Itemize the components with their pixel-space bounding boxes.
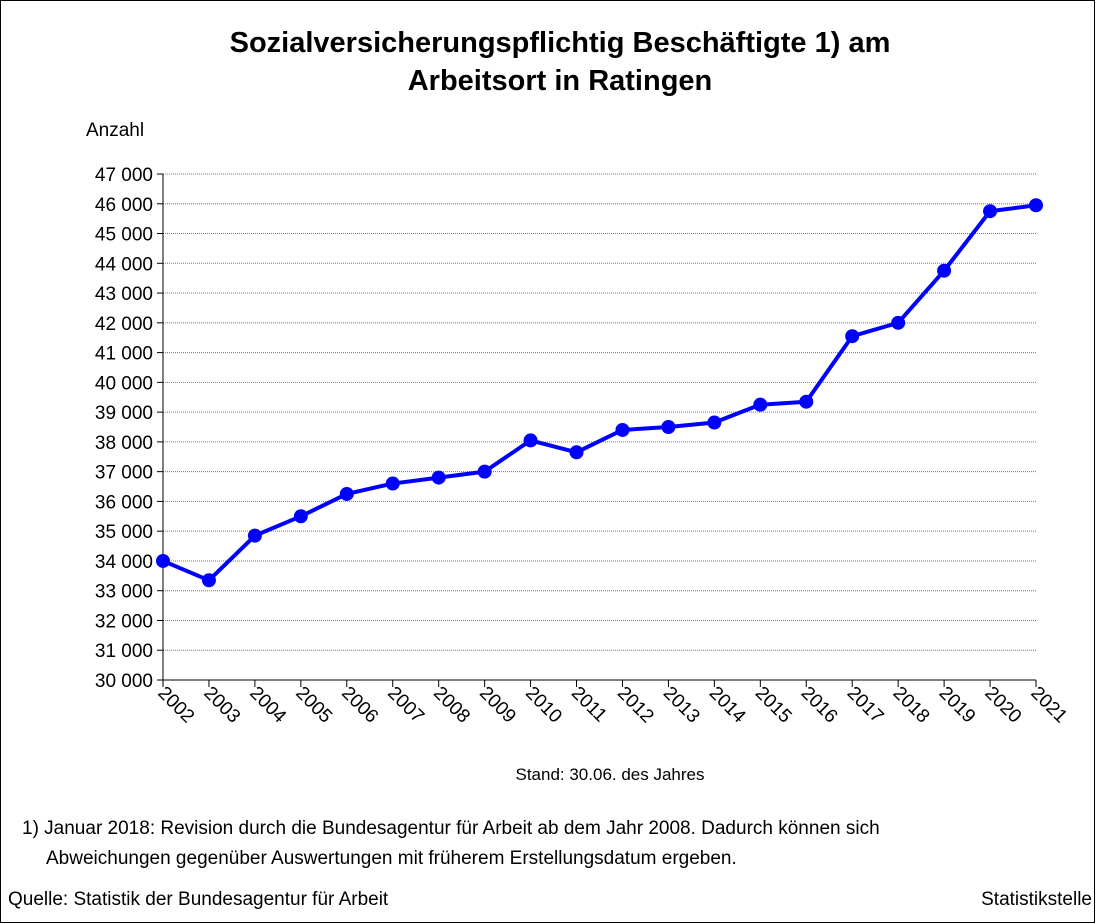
data-point: [707, 415, 722, 430]
y-tick-label: 32 000: [95, 611, 153, 632]
data-point: [385, 476, 400, 491]
y-tick-label: 44 000: [95, 254, 153, 275]
data-point: [293, 509, 308, 524]
data-point: [569, 445, 584, 460]
y-tick-label: 37 000: [95, 463, 153, 484]
y-axis-label: Anzahl: [86, 120, 144, 141]
data-point: [156, 553, 170, 568]
footnote: Abweichungen gegenüber Auswertungen mit …: [46, 848, 737, 869]
data-point: [1029, 198, 1043, 213]
y-tick-label: 42 000: [95, 314, 153, 335]
y-tick-label: 40 000: [95, 373, 153, 394]
y-tick-label: 43 000: [95, 284, 153, 305]
data-point: [431, 470, 446, 485]
data-point: [247, 528, 262, 543]
y-tick-label: 30 000: [95, 671, 153, 692]
data-point: [845, 329, 860, 344]
data-point: [339, 486, 354, 501]
data-point: [983, 204, 998, 219]
y-tick-label: 41 000: [95, 344, 153, 365]
publisher: Statistikstelle: [981, 889, 1092, 910]
data-point: [523, 433, 538, 448]
y-tick-label: 33 000: [95, 582, 153, 603]
note: Stand: 30.06. des Jahres: [515, 765, 704, 784]
data-point: [477, 464, 492, 479]
y-tick-label: 47 000: [95, 165, 153, 186]
chart-title: Arbeitsort in Ratingen: [408, 65, 713, 97]
data-point: [753, 397, 768, 412]
data-point: [615, 422, 630, 437]
data-point: [799, 394, 814, 409]
y-tick-label: 36 000: [95, 492, 153, 513]
footnote: 1) Januar 2018: Revision durch die Bunde…: [22, 818, 880, 839]
data-point: [201, 573, 216, 588]
data-point: [891, 315, 906, 330]
y-tick-label: 38 000: [95, 433, 153, 454]
data-point: [661, 420, 676, 434]
y-tick-label: 31 000: [95, 641, 153, 662]
y-tick-label: 35 000: [95, 522, 153, 543]
source: Quelle: Statistik der Bundesagentur für …: [8, 889, 389, 910]
y-tick-label: 46 000: [95, 195, 153, 216]
data-point: [937, 263, 952, 278]
series-line: [162, 203, 1037, 583]
y-tick-label: 45 000: [95, 225, 153, 246]
y-tick-label: 34 000: [95, 552, 153, 573]
chart-title: Sozialversicherungspflichtig Beschäftigt…: [230, 27, 891, 59]
y-tick-label: 39 000: [95, 403, 153, 424]
